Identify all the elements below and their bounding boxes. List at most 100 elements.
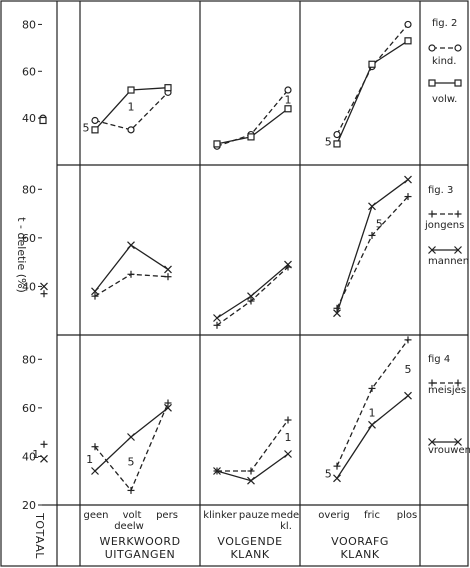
data-point-volw xyxy=(91,126,99,134)
voorafg-label-1: VOORAFG xyxy=(331,535,389,548)
data-point-kind xyxy=(404,20,412,29)
legend-kind-label: kind. xyxy=(432,56,456,67)
cat-pers: pers xyxy=(156,510,178,521)
cat-plos: plos xyxy=(397,510,417,521)
annotation-label: 5 xyxy=(83,122,90,135)
data-point-mannen xyxy=(127,241,135,250)
data-point-meisjes xyxy=(127,486,135,494)
y-tick-label: 20 xyxy=(22,499,36,512)
totaal-point-meisjes xyxy=(40,440,48,448)
data-point-jongens xyxy=(404,193,412,201)
legend-marker xyxy=(454,210,462,218)
legend-title-fig4: fig 4 xyxy=(428,354,450,365)
legend-vrouwen-label: vrouwen xyxy=(428,445,470,456)
series-line-jongens xyxy=(336,196,409,309)
data-point-vrouwen xyxy=(247,476,255,485)
annotation-label: 1 xyxy=(86,453,93,466)
legend-jongens: jongens xyxy=(424,220,464,231)
legend-jongens-label: jongens xyxy=(424,220,464,231)
y-tick-label: 40 xyxy=(22,280,36,293)
legend-marker xyxy=(454,438,462,446)
series-line-mannen xyxy=(216,264,289,319)
cat-volt-sub: deelw xyxy=(114,521,144,532)
data-point-jongens xyxy=(213,321,221,329)
data-point-vrouwen xyxy=(404,391,412,400)
legend-volw: volw. xyxy=(432,94,457,105)
data-point-volw xyxy=(127,86,135,94)
data-point-jongens xyxy=(91,292,99,300)
data-point-volw xyxy=(284,105,292,113)
totaal-point-vrouwen xyxy=(40,454,48,463)
data-point-meisjes xyxy=(333,462,341,470)
legend-marker xyxy=(428,246,436,254)
data-point-jongens xyxy=(164,273,172,281)
series-line-jongens xyxy=(216,266,289,326)
series-line-mannen xyxy=(336,179,409,314)
legend-marker xyxy=(428,79,436,87)
legend-volw-label: volw. xyxy=(432,94,457,105)
y-tick-label: 60 xyxy=(22,65,36,78)
data-point-vrouwen xyxy=(368,420,376,429)
cat-klinker: klinker xyxy=(203,510,237,521)
y-ticks: 40 60 80 40 60 80 20 40 60 80 xyxy=(22,18,42,512)
legend-marker xyxy=(428,210,436,218)
series-line-mannen xyxy=(94,244,169,292)
data-point-volw xyxy=(404,37,412,45)
data-point-kind xyxy=(333,130,341,139)
totaal-point-mannen xyxy=(40,282,48,291)
series-line-kind xyxy=(94,91,169,131)
annotation-label: 1 xyxy=(285,431,292,444)
legend-meisjes-label: meisjes xyxy=(428,385,466,396)
data-point-jongens xyxy=(333,304,341,312)
series-line-kind xyxy=(336,24,409,135)
series-line-vrouwen xyxy=(216,453,289,482)
legend-marker xyxy=(454,379,462,387)
data-point-mannen xyxy=(164,265,172,274)
data-point-jongens xyxy=(127,270,135,278)
totaal-label: TOTAAL xyxy=(33,512,46,559)
data-point-mannen xyxy=(404,175,412,184)
legend-title-fig3: fig. 3 xyxy=(428,185,453,196)
data-point-vrouwen xyxy=(91,467,99,475)
data-point-mannen xyxy=(284,260,292,269)
y-tick-label: 80 xyxy=(22,183,36,196)
legend-marker xyxy=(454,44,462,52)
data-point-volw xyxy=(213,140,221,148)
legend-meisjes: meisjes xyxy=(428,385,466,396)
annotation-label: 5 xyxy=(325,136,332,149)
series-line-volw xyxy=(336,40,409,145)
cat-volt: volt xyxy=(123,510,142,521)
legend-mannen: mannen xyxy=(428,256,469,267)
volgende-label-1: VOLGENDE xyxy=(217,535,282,548)
y-axis-label: t - deletie (%) xyxy=(15,217,28,293)
annotation-label: 1 xyxy=(128,100,135,113)
y-tick-label: 60 xyxy=(22,232,36,245)
annotation-label: 5 xyxy=(325,467,332,480)
annotation-label: 5 xyxy=(128,455,135,468)
cat-overig: overig xyxy=(318,510,349,521)
werkwoord-label-2: UITGANGEN xyxy=(105,548,176,561)
data-point-mannen xyxy=(247,292,255,301)
volgende-label-2: KLANK xyxy=(230,548,269,561)
data-point-vrouwen xyxy=(127,433,135,441)
totaal-point-volw xyxy=(39,116,47,125)
data-point-meisjes xyxy=(164,399,172,407)
data-point-meisjes xyxy=(247,467,255,475)
annotation-label: 1 xyxy=(32,448,39,461)
cat-geen: geen xyxy=(84,510,109,521)
cat-mede: mede xyxy=(271,510,299,521)
legend-marker xyxy=(428,438,436,446)
data-point-jongens xyxy=(368,231,376,239)
annotation-label: 1 xyxy=(285,93,292,106)
data-point-mannen xyxy=(368,202,376,211)
data-point-vrouwen xyxy=(284,450,292,458)
data-point-volw xyxy=(368,60,376,68)
totaal-point-jongens xyxy=(40,290,48,298)
annotation-label: 5 xyxy=(376,217,383,230)
y-tick-label: 60 xyxy=(22,402,36,415)
legend-marker xyxy=(454,246,462,254)
legend-marker xyxy=(428,379,436,387)
data-point-meisjes xyxy=(91,443,99,451)
